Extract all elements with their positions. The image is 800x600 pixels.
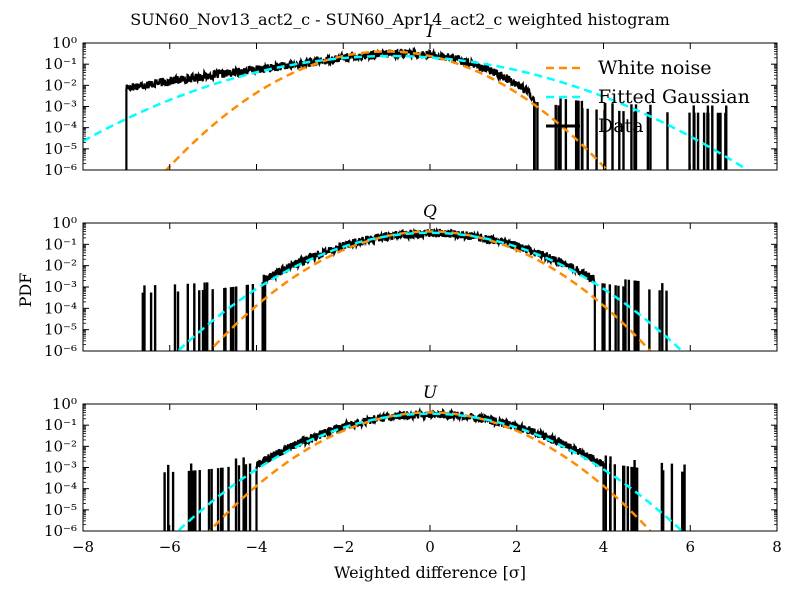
y-tick-label: 10⁻⁴ bbox=[44, 119, 77, 137]
y-tick-label: 10⁻⁴ bbox=[44, 299, 77, 317]
y-tick-label: 10⁻⁶ bbox=[44, 161, 77, 179]
panel-u: 10⁰ 10⁻¹ 10⁻² 10⁻³ 10⁻⁴ 10⁻⁵ 10⁻⁶−8 −6 −4 −2 0 2 4 6 8… bbox=[44, 383, 782, 556]
x-tick-label: 8 bbox=[772, 538, 782, 556]
y-tick-label: 10⁻³ bbox=[44, 98, 77, 116]
panels: 10⁰ 10⁻¹ 10⁻² 10⁻³ 10⁻⁴ 10⁻⁵ 10⁻⁶ I White noise F… bbox=[44, 22, 782, 556]
x-tick-label: 4 bbox=[599, 538, 609, 556]
plot-area bbox=[163, 406, 686, 531]
y-tick-label: 10⁻¹ bbox=[44, 235, 77, 253]
y-tick-label: 10⁻⁵ bbox=[44, 140, 77, 158]
y-tick-label: 10⁻⁶ bbox=[44, 342, 77, 360]
x-tick-label: −6 bbox=[159, 538, 181, 556]
data-series-outliers bbox=[163, 457, 252, 531]
panel-i: 10⁰ 10⁻¹ 10⁻² 10⁻³ 10⁻⁴ 10⁻⁵ 10⁻⁶ I White noise F… bbox=[44, 22, 778, 179]
y-axis-label: PDF bbox=[16, 273, 35, 308]
y-tick-label: 10⁰ bbox=[52, 34, 77, 52]
y-tick-label: 10⁻² bbox=[44, 76, 77, 94]
x-tick-label: 0 bbox=[425, 538, 435, 556]
x-tick-label: −4 bbox=[245, 538, 267, 556]
y-tick-label: 10⁰ bbox=[52, 214, 77, 232]
y-tick-label: 10⁻¹ bbox=[44, 55, 77, 73]
white-noise-curve bbox=[208, 411, 652, 531]
data-series-core bbox=[255, 406, 605, 531]
fitted-gaussian-curve bbox=[176, 412, 684, 531]
white-noise-curve bbox=[164, 50, 609, 170]
y-tick-label: 10⁻⁵ bbox=[44, 321, 77, 339]
panel-title: Q bbox=[423, 202, 437, 222]
panel-q: 10⁰ 10⁻¹ 10⁻² 10⁻³ 10⁻⁴ 10⁻⁵ 10⁻⁶ Q bbox=[44, 202, 778, 360]
panel-title: I bbox=[426, 22, 434, 42]
legend-white-noise-label: White noise bbox=[598, 57, 712, 79]
x-tick-label: 2 bbox=[512, 538, 522, 556]
x-tick-label: 6 bbox=[685, 538, 695, 556]
fitted-gaussian-curve bbox=[176, 231, 684, 351]
fitted-gaussian-curve bbox=[83, 54, 750, 170]
data-series-outliers bbox=[533, 98, 728, 170]
plot-area bbox=[83, 46, 750, 170]
y-tick-label: 10⁻² bbox=[44, 257, 77, 275]
legend-data-label: Data bbox=[598, 115, 644, 137]
plot-area bbox=[141, 226, 684, 351]
legend-fitted-gaussian-label: Fitted Gaussian bbox=[598, 86, 750, 108]
panel-title: U bbox=[423, 383, 438, 403]
white-noise-curve bbox=[208, 230, 652, 351]
y-tick-label: 10⁻⁴ bbox=[44, 480, 77, 498]
y-tick-label: 10⁻³ bbox=[44, 459, 77, 477]
y-tick-label: 10⁻² bbox=[44, 437, 77, 455]
data-series-outliers bbox=[604, 455, 686, 531]
y-tick-label: 10⁻⁶ bbox=[44, 522, 77, 540]
x-tick-label: −8 bbox=[72, 538, 94, 556]
y-tick-label: 10⁰ bbox=[52, 395, 77, 413]
y-tick-label: 10⁻⁵ bbox=[44, 501, 77, 519]
data-series-core bbox=[125, 46, 536, 170]
data-series-core bbox=[264, 226, 596, 351]
y-tick-label: 10⁻³ bbox=[44, 278, 77, 296]
x-axis-label: Weighted difference [σ] bbox=[334, 563, 526, 582]
x-tick-label: −2 bbox=[332, 538, 354, 556]
y-tick-label: 10⁻¹ bbox=[44, 416, 77, 434]
figure-title: SUN60_Nov13_act2_c - SUN60_Apr14_act2_c … bbox=[130, 10, 670, 29]
legend: White noise Fitted Gaussian Data bbox=[546, 57, 750, 137]
